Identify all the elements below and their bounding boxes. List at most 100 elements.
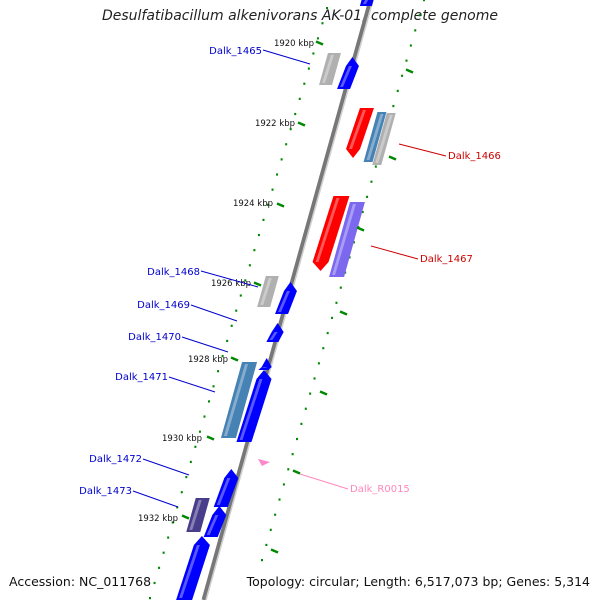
ruler-dot-outer: [265, 543, 268, 547]
feature-dalk-1466-neighbor-b[interactable]: [372, 113, 396, 165]
ruler-dot-inner: [267, 203, 269, 206]
gene-label[interactable]: Dalk_1466: [448, 151, 501, 162]
feature-dalk-1471-neighbor[interactable]: [220, 362, 258, 438]
gene-label[interactable]: Dalk_1470: [128, 332, 181, 343]
ruler-dot-inner: [298, 97, 301, 100]
ruler-dot-outer: [326, 331, 329, 335]
feature-dalk-1467-neighbor-gloss: [332, 204, 356, 275]
gene-label[interactable]: Dalk_1473: [79, 486, 132, 497]
ruler-dot-outer: [278, 498, 281, 501]
feature-dalk-1472[interactable]: [213, 469, 239, 507]
ruler-dot-inner: [289, 128, 292, 131]
ruler-dot-inner: [176, 506, 179, 509]
ruler-dot-outer: [261, 559, 263, 562]
ruler-dot-outer: [348, 256, 351, 259]
ruler-tick-mark: [206, 435, 215, 441]
ruler-tick-mark: [315, 40, 324, 46]
feature-dalk-1465-gloss: [340, 66, 352, 87]
ruler-dot-outer: [414, 29, 417, 32]
ruler-dot-inner: [235, 309, 238, 312]
ruler-tick-mark: [297, 121, 306, 127]
gene-label[interactable]: Dalk_1471: [115, 372, 168, 383]
feature-dalk-1466-neighbor-a[interactable]: [363, 112, 387, 162]
ruler-dot-inner: [230, 324, 233, 327]
ruler-dot-inner: [244, 279, 247, 282]
ruler-dot-outer: [331, 316, 334, 320]
ruler-dot-inner: [226, 339, 229, 343]
ruler-tick-mark: [292, 469, 301, 475]
gene-label-leader: [299, 473, 349, 490]
ruler-dot-outer: [396, 89, 399, 93]
gene-labels: Dalk_1465 Dalk_1466 Dalk_1467 Dalk_1468 Dalk…: [79, 46, 501, 508]
ruler-dot-outer: [405, 59, 408, 62]
feature-dalk-1468[interactable]: [275, 282, 297, 314]
feature-dalk-1467[interactable]: [312, 196, 350, 271]
accession-text: Accession: NC_011768: [9, 574, 152, 589]
ruler-dot-inner: [276, 173, 279, 176]
feature-dalk-1467-gloss: [315, 198, 340, 262]
gene-label[interactable]: Dalk_1467: [420, 254, 473, 265]
gene-label[interactable]: Dalk_1465: [209, 46, 262, 57]
feature-dalk-1465-neighbor[interactable]: [319, 53, 341, 85]
feature-dalk-1471-gloss: [239, 379, 263, 440]
ruler-dot-inner: [312, 52, 315, 55]
ruler-dot-outer: [423, 0, 425, 2]
feature-dalk-1470[interactable]: [258, 358, 272, 370]
ruler-dot-inner: [253, 249, 256, 252]
ruler-dot-outer: [287, 468, 290, 471]
feature-dalk-1473[interactable]: [203, 506, 227, 537]
ruler-dot-outer: [392, 104, 395, 108]
feature-dalk-1468-neighbor[interactable]: [257, 276, 279, 307]
gene-label-leader: [132, 490, 179, 508]
ruler-dot-outer: [361, 210, 364, 214]
ruler-tick-mark: [319, 390, 328, 396]
feature-dalk-1469[interactable]: [266, 323, 284, 342]
ruler-dot-outer: [296, 437, 299, 441]
ruler-tick-label: 1926 kbp: [211, 279, 251, 289]
ruler-dot-inner: [180, 491, 183, 494]
gene-label-leader: [181, 336, 229, 353]
ruler-dot-outer: [418, 14, 421, 17]
ruler-tick-label: 1920 kbp: [274, 39, 314, 49]
ruler-dot-outer: [291, 453, 294, 456]
ruler-dot-inner: [280, 158, 283, 161]
gene-label-leader: [142, 458, 190, 476]
gene-label[interactable]: Dalk_1468: [147, 267, 200, 278]
ruler-tick-mark: [270, 548, 279, 554]
ruler-dot-inner: [158, 566, 161, 569]
feature-dalk-1466-neighbor-a-gloss: [366, 114, 384, 160]
ruler-dot-outer: [317, 362, 320, 365]
ruler-dot-outer: [335, 301, 338, 304]
ruler-tick-mark: [276, 202, 285, 208]
gene-label[interactable]: Dalk_1472: [89, 454, 142, 465]
ruler-dot-inner: [239, 294, 242, 297]
feature-dalk-1473-neighbor[interactable]: [186, 498, 210, 532]
ruler-dot-inner: [316, 37, 319, 40]
ruler-dot-inner: [285, 143, 288, 146]
ruler-dot-outer: [352, 241, 355, 244]
feature-top-edge-gloss: [362, 0, 369, 4]
feature-bottom-edge[interactable]: [176, 536, 210, 600]
ruler-dot-inner: [303, 82, 306, 85]
ruler-dot-inner: [198, 430, 201, 433]
feature-dalk-1468-gloss: [278, 291, 290, 312]
ruler-dot-inner: [307, 67, 310, 70]
gene-label[interactable]: Dalk_1469: [137, 300, 190, 311]
feature-dalk-1471[interactable]: [236, 370, 272, 442]
gene-label[interactable]: Dalk_R0015: [350, 484, 410, 495]
ruler-ticks: 1920 kbp 1922 kbp 1924 kbp 1926 kbp 1928 kbp…: [138, 39, 414, 554]
ruler-dot-inner: [167, 536, 170, 539]
feature-top-edge[interactable]: [359, 0, 374, 6]
ruler-tick-label: 1928 kbp: [188, 355, 228, 365]
feature-dalk-1465[interactable]: [337, 57, 359, 89]
feature-dalk-1466[interactable]: [346, 108, 374, 158]
ruler-dot-inner: [194, 445, 197, 448]
ruler-dot-inner: [248, 264, 251, 267]
feature-dalk-1467-neighbor[interactable]: [329, 202, 365, 277]
gene-label-leader: [370, 245, 419, 260]
feature-dalk-r0015[interactable]: [258, 459, 270, 466]
ruler-rails: [149, 0, 425, 600]
genome-summary-text: Topology: circular; Length: 6,517,073 bp…: [246, 574, 590, 589]
ruler-dot-outer: [370, 180, 373, 183]
